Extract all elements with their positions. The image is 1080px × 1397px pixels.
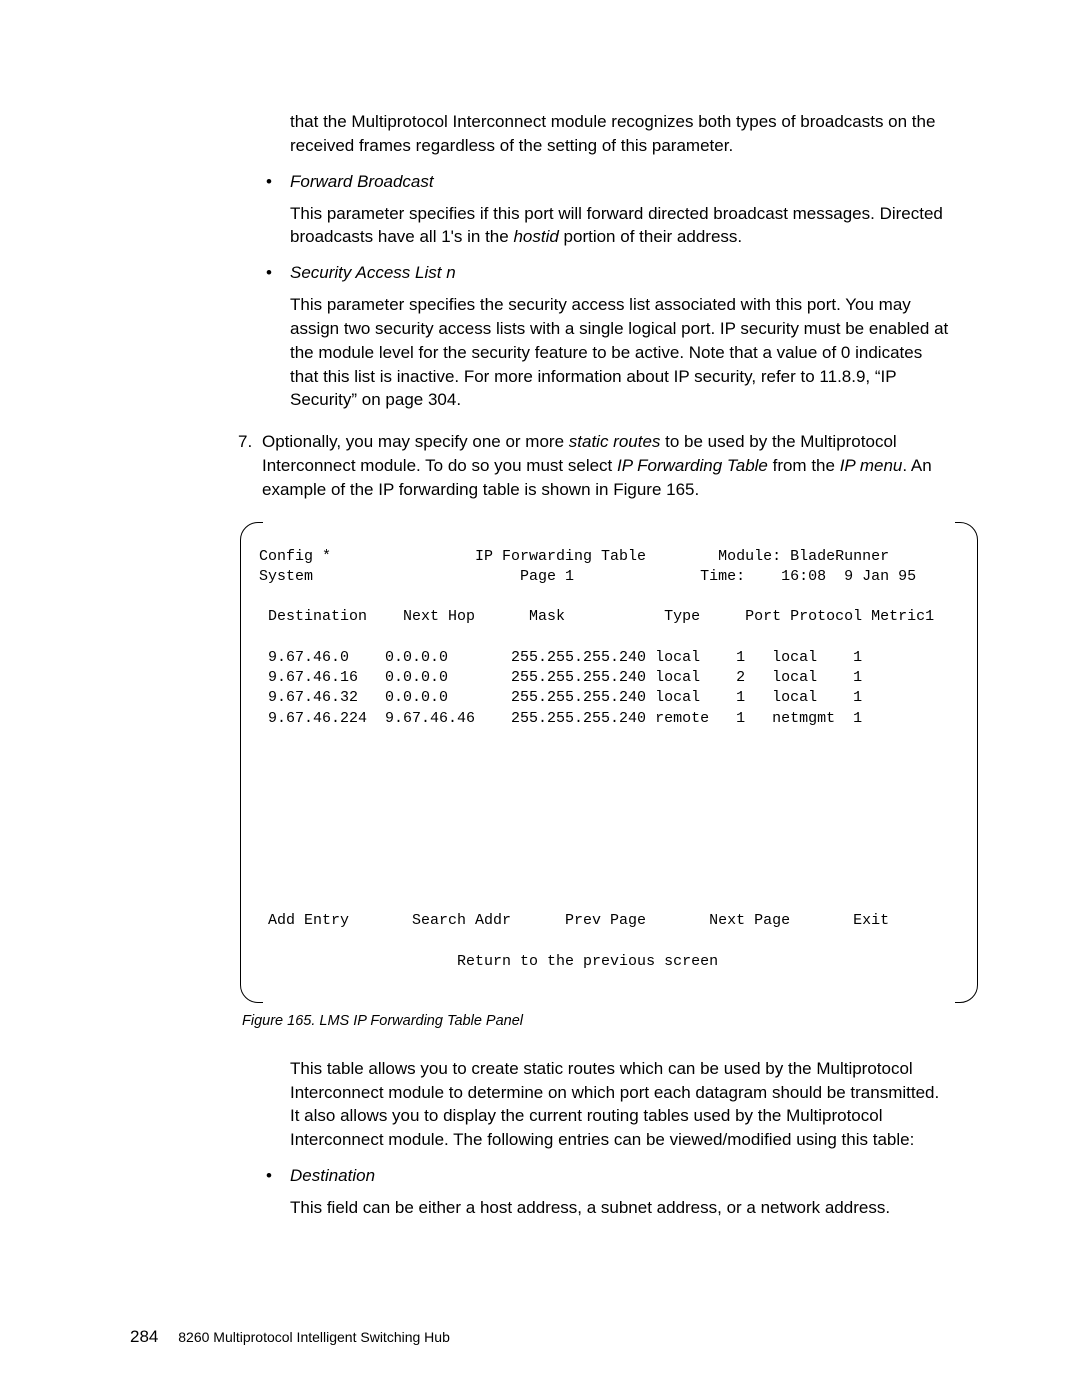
text-part: Optionally, you may specify one or more xyxy=(262,432,569,451)
bullet3-paragraph: This field can be either a host address,… xyxy=(290,1196,950,1220)
page-number: 284 xyxy=(130,1327,158,1346)
text-part: portion of their address. xyxy=(559,227,742,246)
static-routes-term: static routes xyxy=(569,432,661,451)
hostid-term: hostid xyxy=(513,227,558,246)
bullet1-paragraph: This parameter specifies if this port wi… xyxy=(290,202,950,250)
book-title: 8260 Multiprotocol Intelligent Switching… xyxy=(178,1329,450,1345)
bullet-destination: • Destination xyxy=(266,1166,950,1186)
bullet-title: Forward Broadcast xyxy=(290,172,434,192)
intro-paragraph: that the Multiprotocol Interconnect modu… xyxy=(290,110,950,158)
ip-forwarding-table-panel: Config * IP Forwarding Table Module: Bla… xyxy=(240,522,978,1003)
bullet-title: Security Access List n xyxy=(290,263,456,283)
step-7-text: Optionally, you may specify one or more … xyxy=(262,430,950,501)
step-number: 7. xyxy=(238,430,262,501)
text-part: from the xyxy=(768,456,840,475)
ip-forwarding-table-term: IP Forwarding Table xyxy=(617,456,768,475)
step-7: 7. Optionally, you may specify one or mo… xyxy=(238,430,950,501)
bullet-dot-icon: • xyxy=(266,172,290,192)
bullet-forward-broadcast: • Forward Broadcast xyxy=(266,172,950,192)
after-panel-paragraph: This table allows you to create static r… xyxy=(290,1057,950,1152)
ip-menu-term: IP menu xyxy=(840,456,903,475)
bullet-dot-icon: • xyxy=(266,263,290,283)
bullet-security-access: • Security Access List n xyxy=(266,263,950,283)
bullet2-paragraph: This parameter specifies the security ac… xyxy=(290,293,950,412)
bullet-dot-icon: • xyxy=(266,1166,290,1186)
bullet-title: Destination xyxy=(290,1166,375,1186)
page-footer: 284 8260 Multiprotocol Intelligent Switc… xyxy=(130,1327,450,1347)
figure-caption: Figure 165. LMS IP Forwarding Table Pane… xyxy=(242,1013,950,1029)
